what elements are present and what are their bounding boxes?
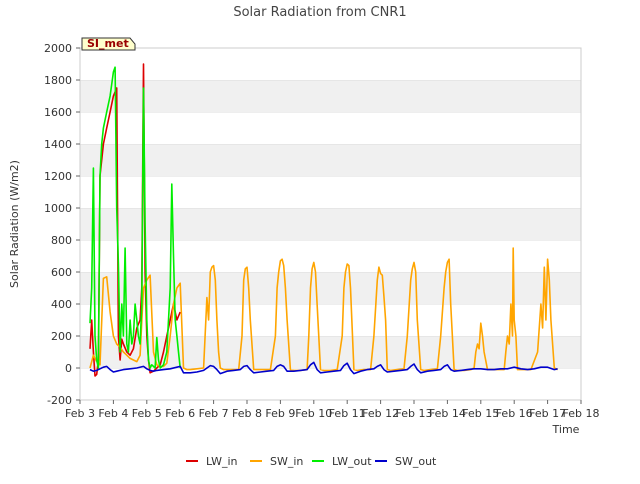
grid-band (80, 240, 581, 272)
x-tick-label: Feb 6 (165, 407, 195, 420)
legend-label: SW_in (270, 455, 303, 468)
station-label-background (81, 37, 136, 51)
grid-band (80, 368, 581, 400)
y-tick-label: 1200 (44, 170, 72, 183)
series-line-lw-out (89, 66, 181, 369)
x-axis-label: Time (552, 423, 580, 436)
y-tick-label: 1800 (44, 74, 72, 87)
chart-title: Solar Radiation from CNR1 (233, 5, 406, 20)
x-tick-label: Feb 10 (295, 407, 332, 420)
x-tick-label: Feb 11 (329, 407, 366, 420)
legend-label: LW_out (332, 455, 372, 468)
grid-band (80, 112, 581, 144)
x-tick-label: Feb 3 (65, 407, 95, 420)
grid-band (80, 304, 581, 336)
x-tick-label: Feb 7 (199, 407, 229, 420)
x-tick-label: Feb 18 (563, 407, 600, 420)
grid-band (80, 176, 581, 208)
x-tick-label: Feb 13 (396, 407, 433, 420)
legend-label: LW_in (206, 455, 238, 468)
x-axis-ticks: Feb 3 Feb 4 Feb 5 Feb 6 Feb 7 Feb 8 Feb 9 Feb 1… (65, 400, 599, 420)
y-axis-label: Solar Radiation (W/m2) (8, 160, 21, 288)
grid-band (80, 80, 581, 112)
plot-frame (79, 47, 582, 401)
x-tick-label: Feb 9 (265, 407, 295, 420)
grid-band (80, 48, 581, 80)
x-tick-label: Feb 17 (529, 407, 566, 420)
station-label: SI_met (87, 37, 129, 50)
series-line-sw-out (89, 361, 558, 375)
x-tick-label: Feb 14 (429, 407, 466, 420)
x-tick-label: Feb 16 (496, 407, 533, 420)
grid-bands (80, 47, 581, 400)
x-tick-label: Feb 12 (362, 407, 399, 420)
y-tick-label: 1600 (44, 106, 72, 119)
x-tick-label: Feb 4 (98, 407, 128, 420)
grid-band (80, 208, 581, 240)
legend-label: SW_out (395, 455, 437, 468)
y-tick-label: 200 (51, 330, 72, 343)
x-tick-label: Feb 8 (232, 407, 262, 420)
station-label-box: SI_met (81, 37, 136, 51)
x-tick-label: Feb 5 (132, 407, 162, 420)
grid-band (80, 144, 581, 176)
y-tick-label: 0 (65, 362, 72, 375)
grid-band (80, 272, 581, 304)
legend: LW_in SW_in LW_out SW_out (186, 455, 437, 468)
x-tick-label: Feb 15 (462, 407, 499, 420)
y-tick-label: 1000 (44, 202, 72, 215)
y-tick-label: 600 (51, 266, 72, 279)
y-tick-label: 400 (51, 298, 72, 311)
series-layer (89, 63, 558, 377)
y-axis-ticks: -200 0 200 400 600 800 1000 1200 1400 1600 1800 200… (44, 42, 80, 407)
y-tick-label: 800 (51, 234, 72, 247)
y-tick-label: -200 (47, 394, 72, 407)
y-tick-label: 2000 (44, 42, 72, 55)
y-tick-label: 1400 (44, 138, 72, 151)
